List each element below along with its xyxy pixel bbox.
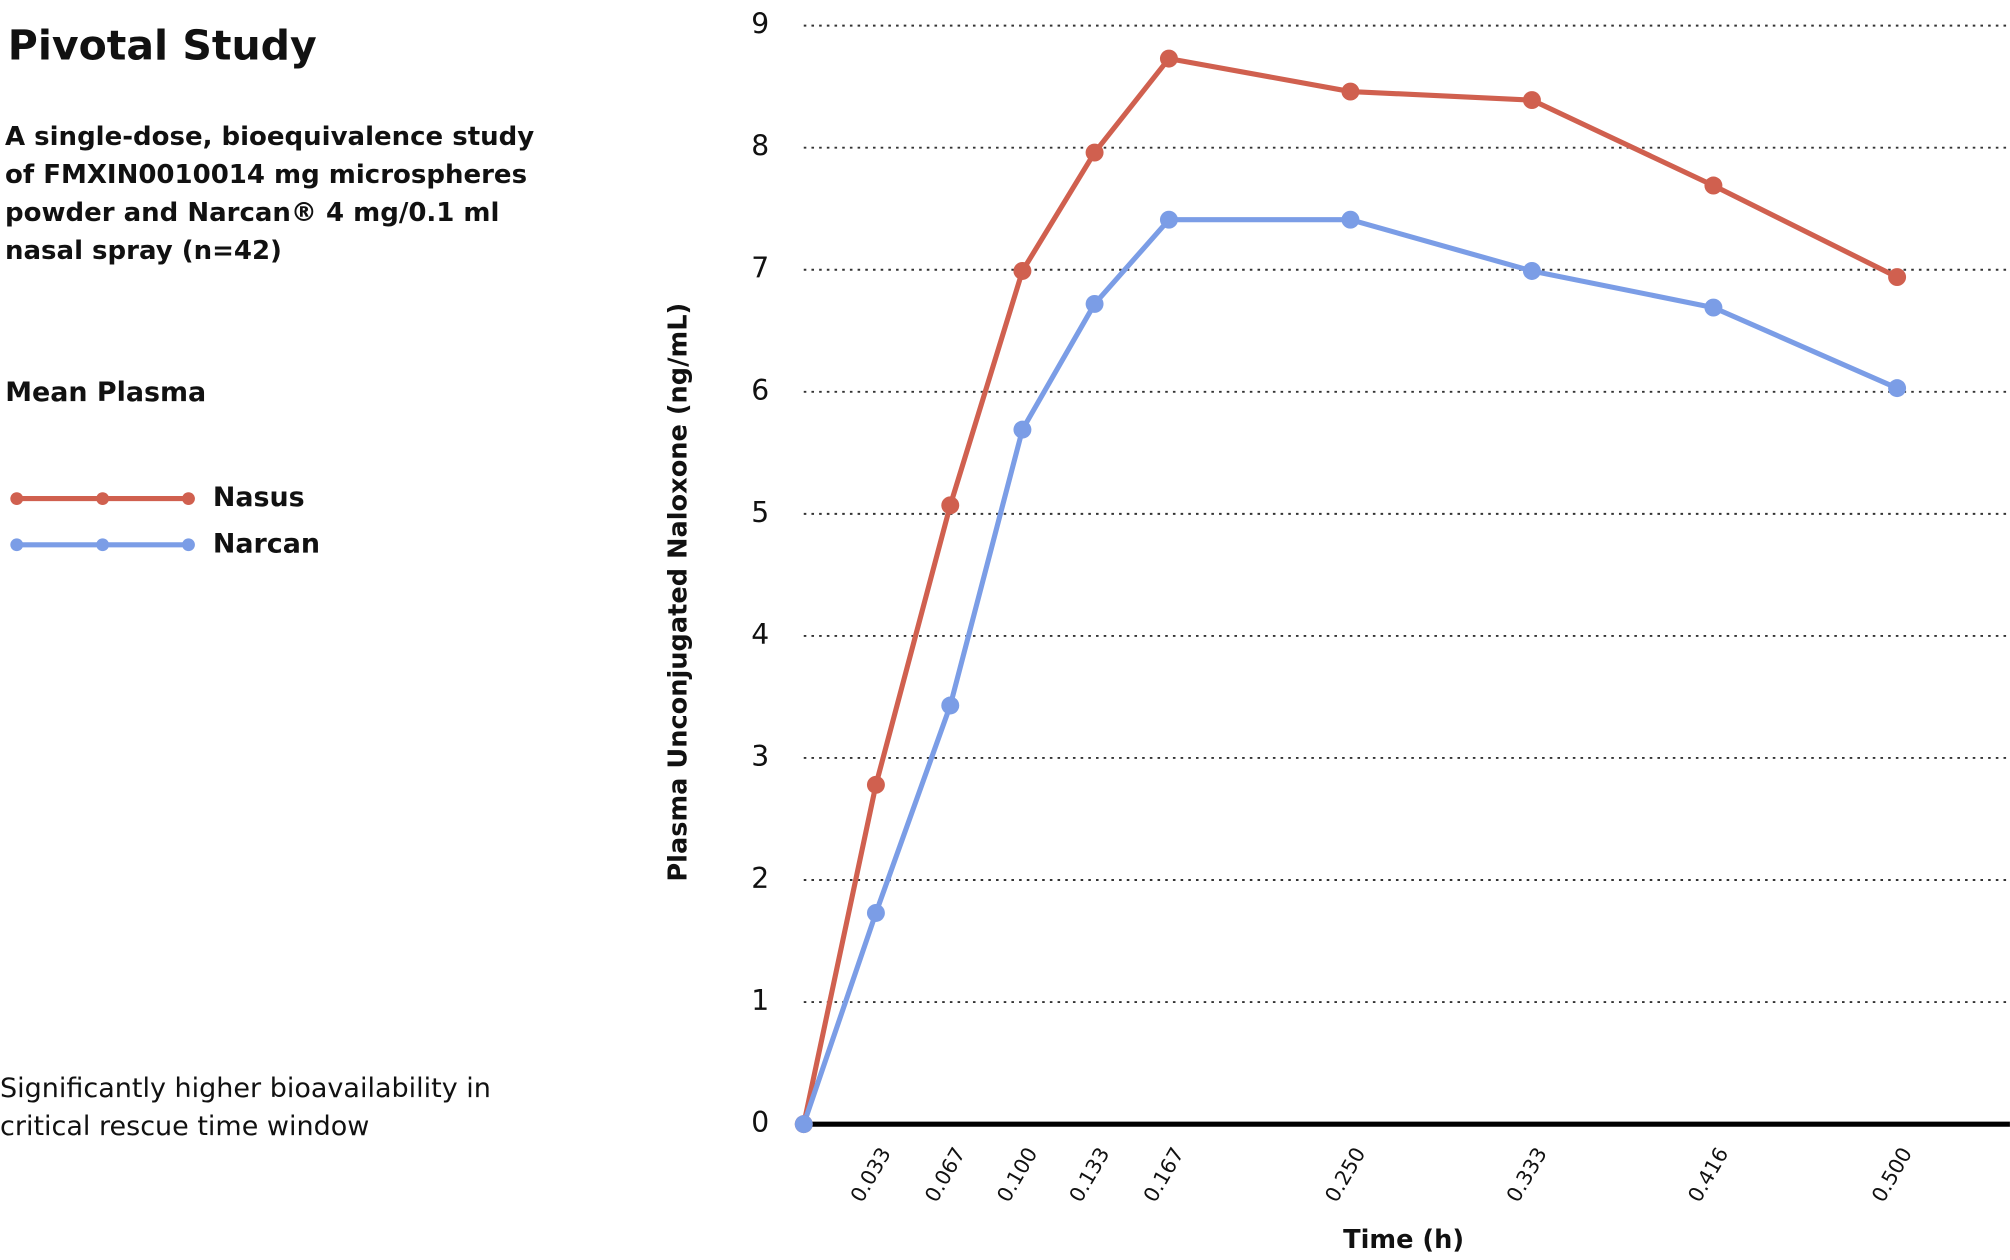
x-axis-label: Time (h)	[1343, 1225, 1464, 1255]
x-tick-label: 0.250	[1320, 1143, 1370, 1206]
data-point	[1013, 261, 1032, 280]
data-point	[941, 696, 960, 715]
data-point	[941, 496, 960, 515]
data-point	[1085, 294, 1104, 313]
data-point	[866, 775, 885, 794]
y-tick-label: 4	[751, 618, 769, 651]
x-tick-label: 0.333	[1502, 1143, 1552, 1206]
y-axis-label: Plasma Unconjugated Naloxone (ng/mL)	[663, 303, 693, 882]
data-point	[866, 904, 885, 922]
data-point	[1341, 210, 1360, 229]
data-point	[794, 1115, 813, 1134]
legend-dot	[96, 492, 110, 506]
data-point	[1704, 298, 1723, 317]
legend-label: Narcan	[213, 528, 320, 559]
y-tick-label: 7	[751, 252, 769, 285]
y-tick-label: 0	[751, 1106, 769, 1139]
y-tick-label: 8	[751, 130, 769, 163]
legend-label: Nasus	[213, 482, 305, 513]
x-tick-label: 0.133	[1064, 1143, 1114, 1206]
series-line	[801, 217, 1899, 1125]
data-point	[1704, 176, 1723, 195]
series-line	[801, 56, 1899, 1125]
data-point	[1159, 49, 1178, 68]
y-tick-label: 2	[751, 862, 769, 895]
data-point	[1888, 268, 1907, 287]
subtitle: A single-dose, bioequivalence study of F…	[5, 122, 535, 266]
y-tick-label: 1	[751, 984, 769, 1017]
x-tick-label: 0.033	[846, 1143, 896, 1206]
data-point	[1522, 261, 1541, 280]
legend-dot	[96, 538, 110, 552]
legend-dot	[182, 492, 195, 506]
annotation: Significantly higher bioavailability in …	[0, 1073, 491, 1142]
y-tick-label: 5	[751, 496, 769, 529]
chart-title: Pivotal Study	[8, 22, 317, 70]
y-tick-label: 9	[751, 8, 769, 41]
legend-dot	[10, 538, 24, 552]
legend-dot	[182, 538, 195, 552]
data-point	[1085, 143, 1104, 162]
y-tick-label: 6	[751, 374, 769, 407]
legend-dot	[10, 492, 24, 506]
data-point	[1013, 420, 1032, 439]
data-point	[1522, 91, 1541, 110]
x-tick-label: 0.100	[992, 1143, 1042, 1206]
data-point	[1159, 210, 1178, 229]
x-tick-label: 0.500	[1867, 1143, 1917, 1206]
x-tick-label: 0.067	[920, 1143, 970, 1206]
y-tick-label: 3	[751, 740, 769, 773]
x-tick-label: 0.167	[1139, 1143, 1189, 1206]
legend-title: Mean Plasma	[5, 377, 206, 408]
data-point	[1341, 82, 1360, 101]
data-point	[1888, 379, 1907, 398]
x-tick-label: 0.416	[1683, 1143, 1733, 1206]
